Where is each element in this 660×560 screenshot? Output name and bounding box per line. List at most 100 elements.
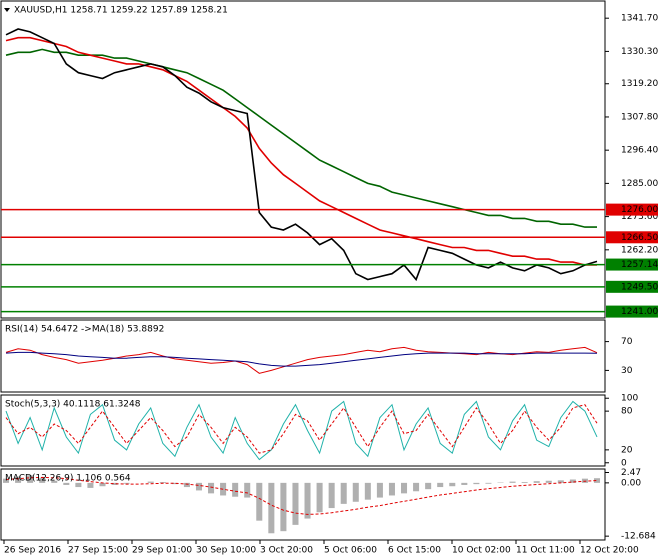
series-line <box>5 28 598 282</box>
bar <box>364 482 371 500</box>
bar <box>15 476 22 483</box>
panel-frame <box>0 0 606 319</box>
bar <box>2 478 10 483</box>
bar <box>232 482 239 497</box>
bar <box>63 482 70 485</box>
y-tick-label: 1262.20 <box>621 245 658 255</box>
level-label: 1276.00 <box>621 205 658 215</box>
y-tick-label: 1296.40 <box>621 146 658 156</box>
level-label: 1249.50 <box>621 282 658 292</box>
level-label: 1241.00 <box>621 307 658 317</box>
series-line <box>5 36 597 266</box>
panel-title: MACD(12,26,9) 1.106 0.564 <box>5 474 131 484</box>
x-tick-label: 30 Sep 10:00 <box>196 546 256 556</box>
y-tick-label: 80 <box>621 407 633 417</box>
x-tick-label: 12 Oct 20:00 <box>580 546 639 556</box>
bar <box>147 481 154 483</box>
bar <box>352 482 359 502</box>
y-tick-label: 1319.20 <box>621 79 658 89</box>
bar <box>316 482 323 513</box>
bar <box>256 482 263 521</box>
bar <box>244 482 251 498</box>
y-tick-label: 1307.80 <box>621 112 658 122</box>
x-tick-label: 10 Oct 02:00 <box>452 546 511 556</box>
y-tick-label: 1341.70 <box>621 14 658 24</box>
panel-title: RSI(14) 54.6472 ->MA(18) 53.8892 <box>5 325 164 335</box>
bar <box>437 482 444 488</box>
menu-icon <box>4 8 10 12</box>
bar <box>388 482 395 496</box>
panel-frame <box>0 319 606 393</box>
bar <box>521 482 528 483</box>
y-tick-label: 1285.00 <box>621 179 658 189</box>
panel-frame <box>0 394 606 467</box>
level-label: 1266.50 <box>621 233 658 243</box>
bar <box>473 482 480 485</box>
bar <box>208 482 215 494</box>
x-tick-label: 29 Sep 01:00 <box>132 546 192 556</box>
bar <box>449 482 456 487</box>
bar <box>328 482 335 509</box>
x-tick-label: 26 Sep 2016 <box>4 546 61 556</box>
bar <box>99 482 106 487</box>
bar <box>111 482 118 485</box>
bar <box>195 482 202 491</box>
y-tick-label: -12.684 <box>621 532 656 542</box>
y-tick-label: 0 <box>621 458 627 468</box>
bar <box>569 479 576 483</box>
bar <box>27 475 34 483</box>
bar <box>183 482 190 488</box>
series-line <box>5 48 597 228</box>
y-tick-label: 100 <box>621 394 638 404</box>
series-line <box>5 351 598 367</box>
level-label-box <box>606 231 658 244</box>
series-line <box>5 400 598 461</box>
bar <box>304 482 311 519</box>
y-tick-label: 20 <box>621 445 633 455</box>
y-tick-label: 70 <box>621 337 633 347</box>
x-tick-label: 6 Oct 15:00 <box>388 546 441 556</box>
bar <box>593 478 601 483</box>
level-label-box <box>606 203 658 216</box>
bar <box>292 482 299 525</box>
x-tick-label: 11 Oct 11:00 <box>516 546 575 556</box>
bar <box>425 482 432 490</box>
y-tick-label: 1330.30 <box>621 47 658 57</box>
series-line <box>5 476 598 515</box>
bar <box>340 482 347 504</box>
y-tick-label: 1273.60 <box>621 212 658 222</box>
bar <box>159 482 166 483</box>
bar <box>280 482 287 532</box>
bar <box>39 477 46 483</box>
panel-title: Stoch(5,3,3) 40.1118 61.3248 <box>5 400 141 410</box>
bar <box>557 480 564 483</box>
bar <box>401 482 408 494</box>
bar <box>87 482 94 488</box>
panel-frame <box>0 468 606 541</box>
level-label: 1257.14 <box>621 260 658 270</box>
level-label-box <box>606 280 658 293</box>
level-label-box <box>606 305 658 318</box>
bar <box>75 482 82 488</box>
bar <box>413 482 420 492</box>
bar <box>51 480 58 483</box>
bar <box>123 482 130 484</box>
series-line <box>5 404 598 454</box>
x-tick-label: 5 Oct 06:00 <box>324 546 377 556</box>
y-tick-label: 30 <box>621 366 633 376</box>
bar <box>268 482 275 534</box>
bar <box>545 480 552 483</box>
bar <box>171 482 178 485</box>
y-tick-label: 2.47 <box>621 468 641 478</box>
bar <box>376 482 383 498</box>
bar <box>461 482 468 485</box>
bar <box>485 482 492 484</box>
bar <box>533 481 540 483</box>
x-tick-label: 27 Sep 15:00 <box>68 546 128 556</box>
x-tick-label: 3 Oct 20:00 <box>260 546 313 556</box>
y-tick-label: 0.00 <box>621 478 641 488</box>
panel-title: XAUUSD,H1 1258.71 1259.22 1257.89 1258.2… <box>14 6 228 16</box>
bar <box>509 481 516 483</box>
